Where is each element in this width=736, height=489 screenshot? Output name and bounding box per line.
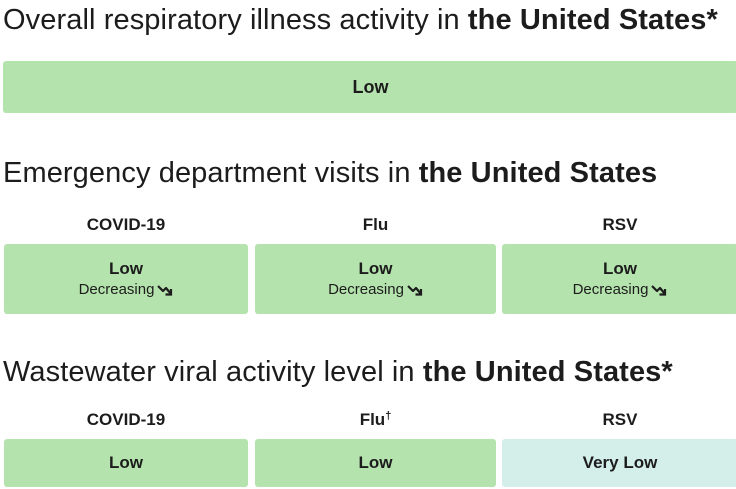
overall-level-bar: Low [3, 61, 736, 113]
ww-col-rsv-label: RSV [602, 410, 638, 429]
ed-covid-card: Low Decreasing [4, 244, 248, 314]
ed-rsv-trend: Decreasing [573, 280, 668, 300]
ed-col-rsv-label: RSV [602, 215, 638, 234]
ed-col-covid-label: COVID-19 [86, 215, 166, 234]
ed-flu-trend: Decreasing [328, 280, 423, 300]
wastewater-heading: Wastewater viral activity level in the U… [3, 356, 673, 389]
ww-rsv-card: Very Low [502, 439, 736, 487]
ed-rsv-trend-label: Decreasing [572, 281, 649, 298]
overall-heading-place: the United States* [467, 4, 718, 36]
wastewater-heading-prefix: Wastewater viral activity level in [3, 356, 423, 388]
ww-col-flu-label-text: Flu [359, 410, 386, 429]
wastewater-heading-place: the United States* [422, 356, 673, 388]
ww-col-flu-label: Flu† [255, 409, 496, 431]
ed-flu-trend-label: Decreasing [328, 281, 404, 298]
overall-level-label: Low [352, 76, 389, 97]
ed-covid-trend: Decreasing [79, 280, 174, 300]
trend-down-icon [651, 285, 667, 296]
ww-flu-card: Low [255, 439, 496, 487]
ww-rsv-level: Very Low [582, 453, 658, 472]
ww-col-covid-label: COVID-19 [86, 410, 166, 429]
trend-down-icon [407, 285, 423, 296]
overall-heading-prefix: Overall respiratory illness activity in [3, 4, 468, 36]
ww-covid-card: Low [4, 439, 248, 487]
ww-col-flu-dagger: † [385, 410, 392, 422]
ed-covid-level: Low [109, 259, 143, 278]
ed-covid-trend-label: Decreasing [78, 281, 155, 298]
ed-col-flu-label: Flu [362, 215, 389, 234]
trend-down-icon [157, 285, 173, 296]
ed-heading-prefix: Emergency department visits in [3, 157, 419, 189]
ed-flu-level: Low [358, 259, 393, 278]
ww-covid-level: Low [109, 453, 143, 472]
ww-flu-level: Low [358, 453, 393, 472]
ed-heading: Emergency department visits in the Unite… [3, 157, 657, 190]
ed-rsv-card: Low Decreasing [502, 244, 736, 314]
ed-rsv-level: Low [603, 259, 637, 278]
ed-heading-place: the United States [418, 157, 658, 189]
ed-flu-card: Low Decreasing [255, 244, 496, 314]
overall-heading: Overall respiratory illness activity in … [3, 4, 718, 37]
